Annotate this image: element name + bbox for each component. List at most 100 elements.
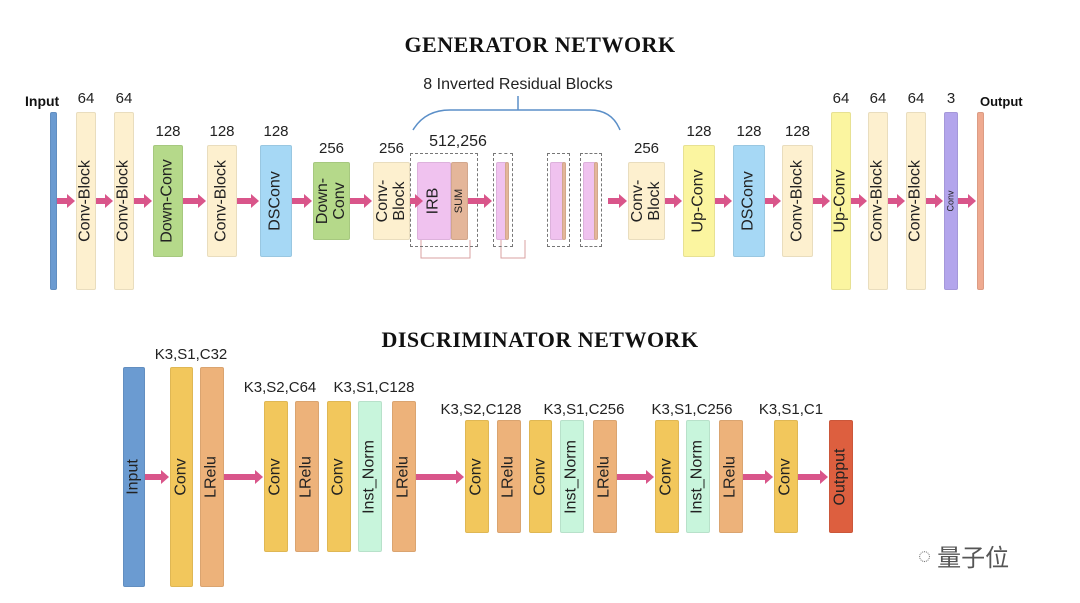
discriminator-block: Inst_Norm <box>686 420 710 533</box>
block-label: Conv-Block <box>788 160 806 242</box>
irb-dashed-box <box>493 153 513 247</box>
sum-block <box>594 162 598 240</box>
generator-block: Conv-Block <box>114 112 134 290</box>
flow-arrow <box>145 470 169 484</box>
discriminator-block: Conv <box>655 420 679 533</box>
discriminator-block: Conv <box>774 420 798 533</box>
generator-block: Conv-Block <box>76 112 96 290</box>
generator-block: Up-Conv <box>683 145 715 257</box>
discriminator-block: LRelu <box>719 420 743 533</box>
generator-block: Conv-Block <box>868 112 888 290</box>
block-label: Down- Conv <box>313 177 348 225</box>
discriminator-block: Conv <box>170 367 193 587</box>
generator-block: Conv- Block <box>373 162 410 240</box>
flow-arrow <box>813 194 830 208</box>
block-label: Conv <box>531 457 549 496</box>
discriminator-block: Input <box>123 367 145 587</box>
discriminator-block: Inst_Norm <box>358 401 382 552</box>
discriminator-block: LRelu <box>392 401 416 552</box>
channel-label: 128 <box>686 123 712 140</box>
channel-label: 256 <box>318 140 345 157</box>
block-label: Conv <box>776 457 794 496</box>
block-label: Conv <box>266 457 284 496</box>
block-label: DSConv <box>739 171 757 231</box>
flow-arrow <box>765 194 781 208</box>
block-label: Conv-Block <box>868 160 886 242</box>
sum-block <box>505 162 509 240</box>
discriminator-block: LRelu <box>200 367 224 587</box>
flow-arrow <box>743 470 773 484</box>
layer-spec-label: K3,S1,C32 <box>154 346 228 363</box>
generator-block: DSConv <box>260 145 292 257</box>
channel-label: 256 <box>378 140 405 157</box>
discriminator-block: Conv <box>327 401 351 552</box>
block-label: Conv <box>329 457 347 496</box>
flow-arrow <box>224 470 263 484</box>
generator-block: Conv-Block <box>906 112 926 290</box>
channel-label: 64 <box>832 90 850 107</box>
layer-spec-label: K3,S2,C128 <box>440 401 522 418</box>
block-label: LRelu <box>394 455 412 498</box>
discriminator-block: LRelu <box>295 401 319 552</box>
channel-label: 64 <box>115 90 133 107</box>
layer-spec-label: K3,S1,C256 <box>651 401 733 418</box>
flow-arrow <box>608 194 627 208</box>
flow-arrow <box>798 470 828 484</box>
layer-spec-label: K3,S2,C64 <box>243 379 317 396</box>
block-label: Conv <box>945 190 956 212</box>
discriminator-block: Conv <box>529 420 552 533</box>
block-label: Conv <box>657 457 675 496</box>
flow-arrow <box>665 194 682 208</box>
flow-arrow <box>410 194 423 208</box>
watermark: ◌ 量子位 <box>918 538 1009 573</box>
block-label: Conv <box>467 457 485 496</box>
irb-dashed-box <box>547 153 570 247</box>
watermark-text: 量子位 <box>937 545 1010 572</box>
generator-block: DSConv <box>733 145 765 257</box>
block-label: Inst_Norm <box>562 439 580 514</box>
flow-arrow <box>468 194 492 208</box>
flow-arrow <box>183 194 206 208</box>
block-label: Conv-Block <box>76 160 94 242</box>
flow-arrow <box>926 194 943 208</box>
block-label: LRelu <box>499 455 517 498</box>
block-label: DSConv <box>266 171 284 231</box>
sum-block: SUM <box>451 162 468 240</box>
channel-label: 128 <box>736 123 762 140</box>
flow-arrow <box>851 194 867 208</box>
block-label: LRelu <box>202 456 220 498</box>
flow-arrow <box>237 194 259 208</box>
flow-arrow <box>958 194 976 208</box>
generator-block: Conv- Block <box>628 162 665 240</box>
block-label: Outpput <box>831 448 849 505</box>
block-label: Inst_Norm <box>360 439 378 514</box>
generator-block: Conv-Block <box>782 145 813 257</box>
generator-block: Up-Conv <box>831 112 851 290</box>
block-label: LRelu <box>595 455 613 498</box>
irb-dashed-box <box>580 153 602 247</box>
residual-blocks-label: 8 Inverted Residual Blocks <box>423 76 613 93</box>
block-label: Conv-Block <box>114 160 132 242</box>
sum-label: SUM <box>452 188 465 214</box>
flow-arrow <box>416 470 464 484</box>
flow-arrow <box>715 194 732 208</box>
irb-channels-label: 512,256 <box>429 133 487 150</box>
block-label: Inst_Norm <box>688 439 706 514</box>
discriminator-block: LRelu <box>497 420 521 533</box>
block-label: LRelu <box>297 455 315 498</box>
block-label: Conv- Block <box>628 179 663 223</box>
discriminator-block: Outpput <box>829 420 853 533</box>
block-label: Up-Conv <box>831 169 849 233</box>
generator-input-bar <box>50 112 57 290</box>
flow-arrow <box>888 194 905 208</box>
flow-arrow <box>350 194 372 208</box>
flow-arrow <box>57 194 75 208</box>
block-label: Up-Conv <box>689 169 707 233</box>
generator-output-bar <box>977 112 984 290</box>
generator-title: GENERATOR NETWORK <box>404 32 676 57</box>
layer-spec-label: K3,S1,C256 <box>543 401 625 418</box>
discriminator-block: Conv <box>465 420 489 533</box>
channel-label: 128 <box>155 123 181 140</box>
discriminator-block: LRelu <box>593 420 617 533</box>
